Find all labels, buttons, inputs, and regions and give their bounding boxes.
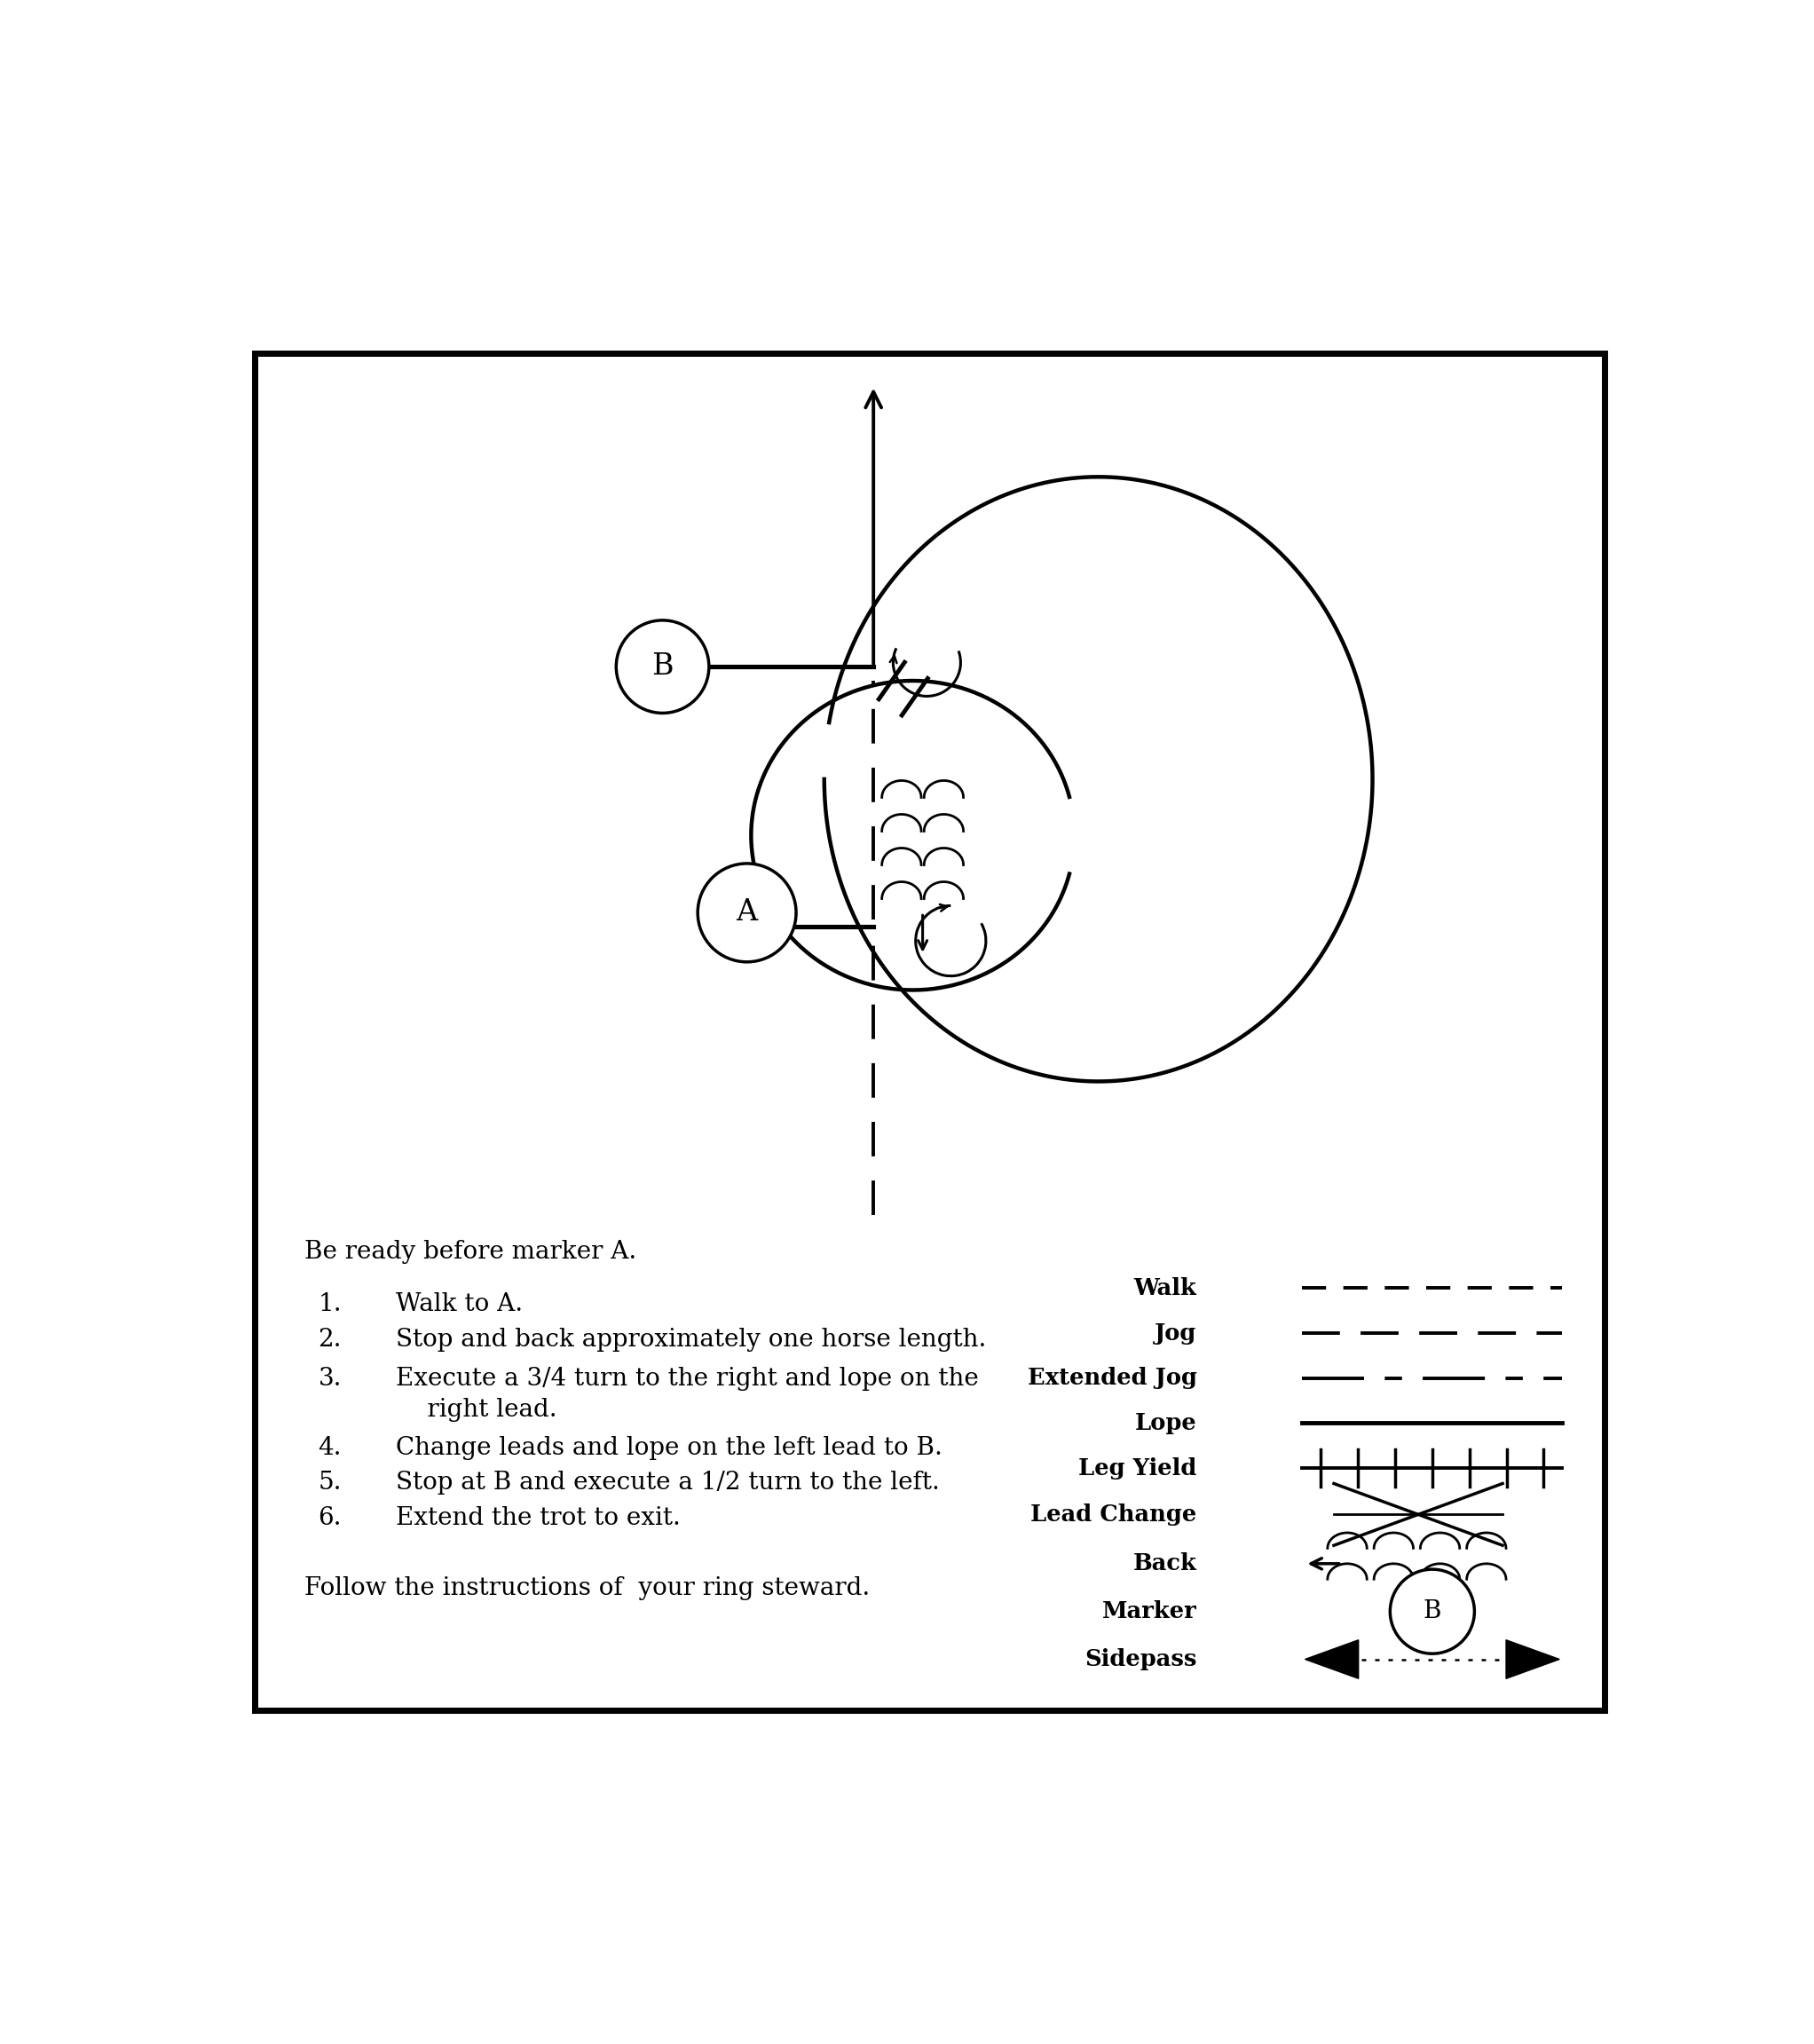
Text: Extend the trot to exit.: Extend the trot to exit. <box>395 1506 680 1531</box>
Polygon shape <box>1304 1639 1359 1678</box>
Text: B: B <box>1424 1600 1442 1623</box>
Text: 2.: 2. <box>317 1327 341 1351</box>
Polygon shape <box>1506 1639 1560 1678</box>
Text: Stop at B and execute a 1/2 turn to the left.: Stop at B and execute a 1/2 turn to the … <box>395 1472 940 1494</box>
Circle shape <box>617 619 709 713</box>
Text: Jog: Jog <box>1156 1322 1197 1345</box>
Text: Follow the instructions of  your ring steward.: Follow the instructions of your ring ste… <box>305 1576 869 1600</box>
Text: Be ready before marker A.: Be ready before marker A. <box>305 1241 637 1265</box>
Text: Walk to A.: Walk to A. <box>395 1292 522 1316</box>
Text: Marker: Marker <box>1103 1600 1197 1623</box>
Text: Extended Jog: Extended Jog <box>1027 1367 1197 1390</box>
Text: Execute a 3/4 turn to the right and lope on the: Execute a 3/4 turn to the right and lope… <box>395 1367 978 1390</box>
Text: Lead Change: Lead Change <box>1030 1504 1197 1525</box>
Text: Walk: Walk <box>1134 1278 1197 1300</box>
Text: 4.: 4. <box>317 1435 341 1459</box>
Text: 1.: 1. <box>317 1292 341 1316</box>
Text: Stop and back approximately one horse length.: Stop and back approximately one horse le… <box>395 1327 987 1351</box>
Text: A: A <box>736 899 758 926</box>
Text: Leg Yield: Leg Yield <box>1078 1457 1197 1480</box>
Circle shape <box>698 863 796 963</box>
Text: Sidepass: Sidepass <box>1085 1647 1197 1670</box>
Text: 5.: 5. <box>317 1472 341 1494</box>
Text: 6.: 6. <box>317 1506 341 1531</box>
Text: Change leads and lope on the left lead to B.: Change leads and lope on the left lead t… <box>395 1435 941 1459</box>
Circle shape <box>1390 1570 1475 1654</box>
Text: Lope: Lope <box>1136 1412 1197 1435</box>
Text: right lead.: right lead. <box>395 1398 557 1423</box>
Text: B: B <box>651 652 673 681</box>
Text: 3.: 3. <box>317 1367 341 1390</box>
Text: Back: Back <box>1134 1553 1197 1574</box>
